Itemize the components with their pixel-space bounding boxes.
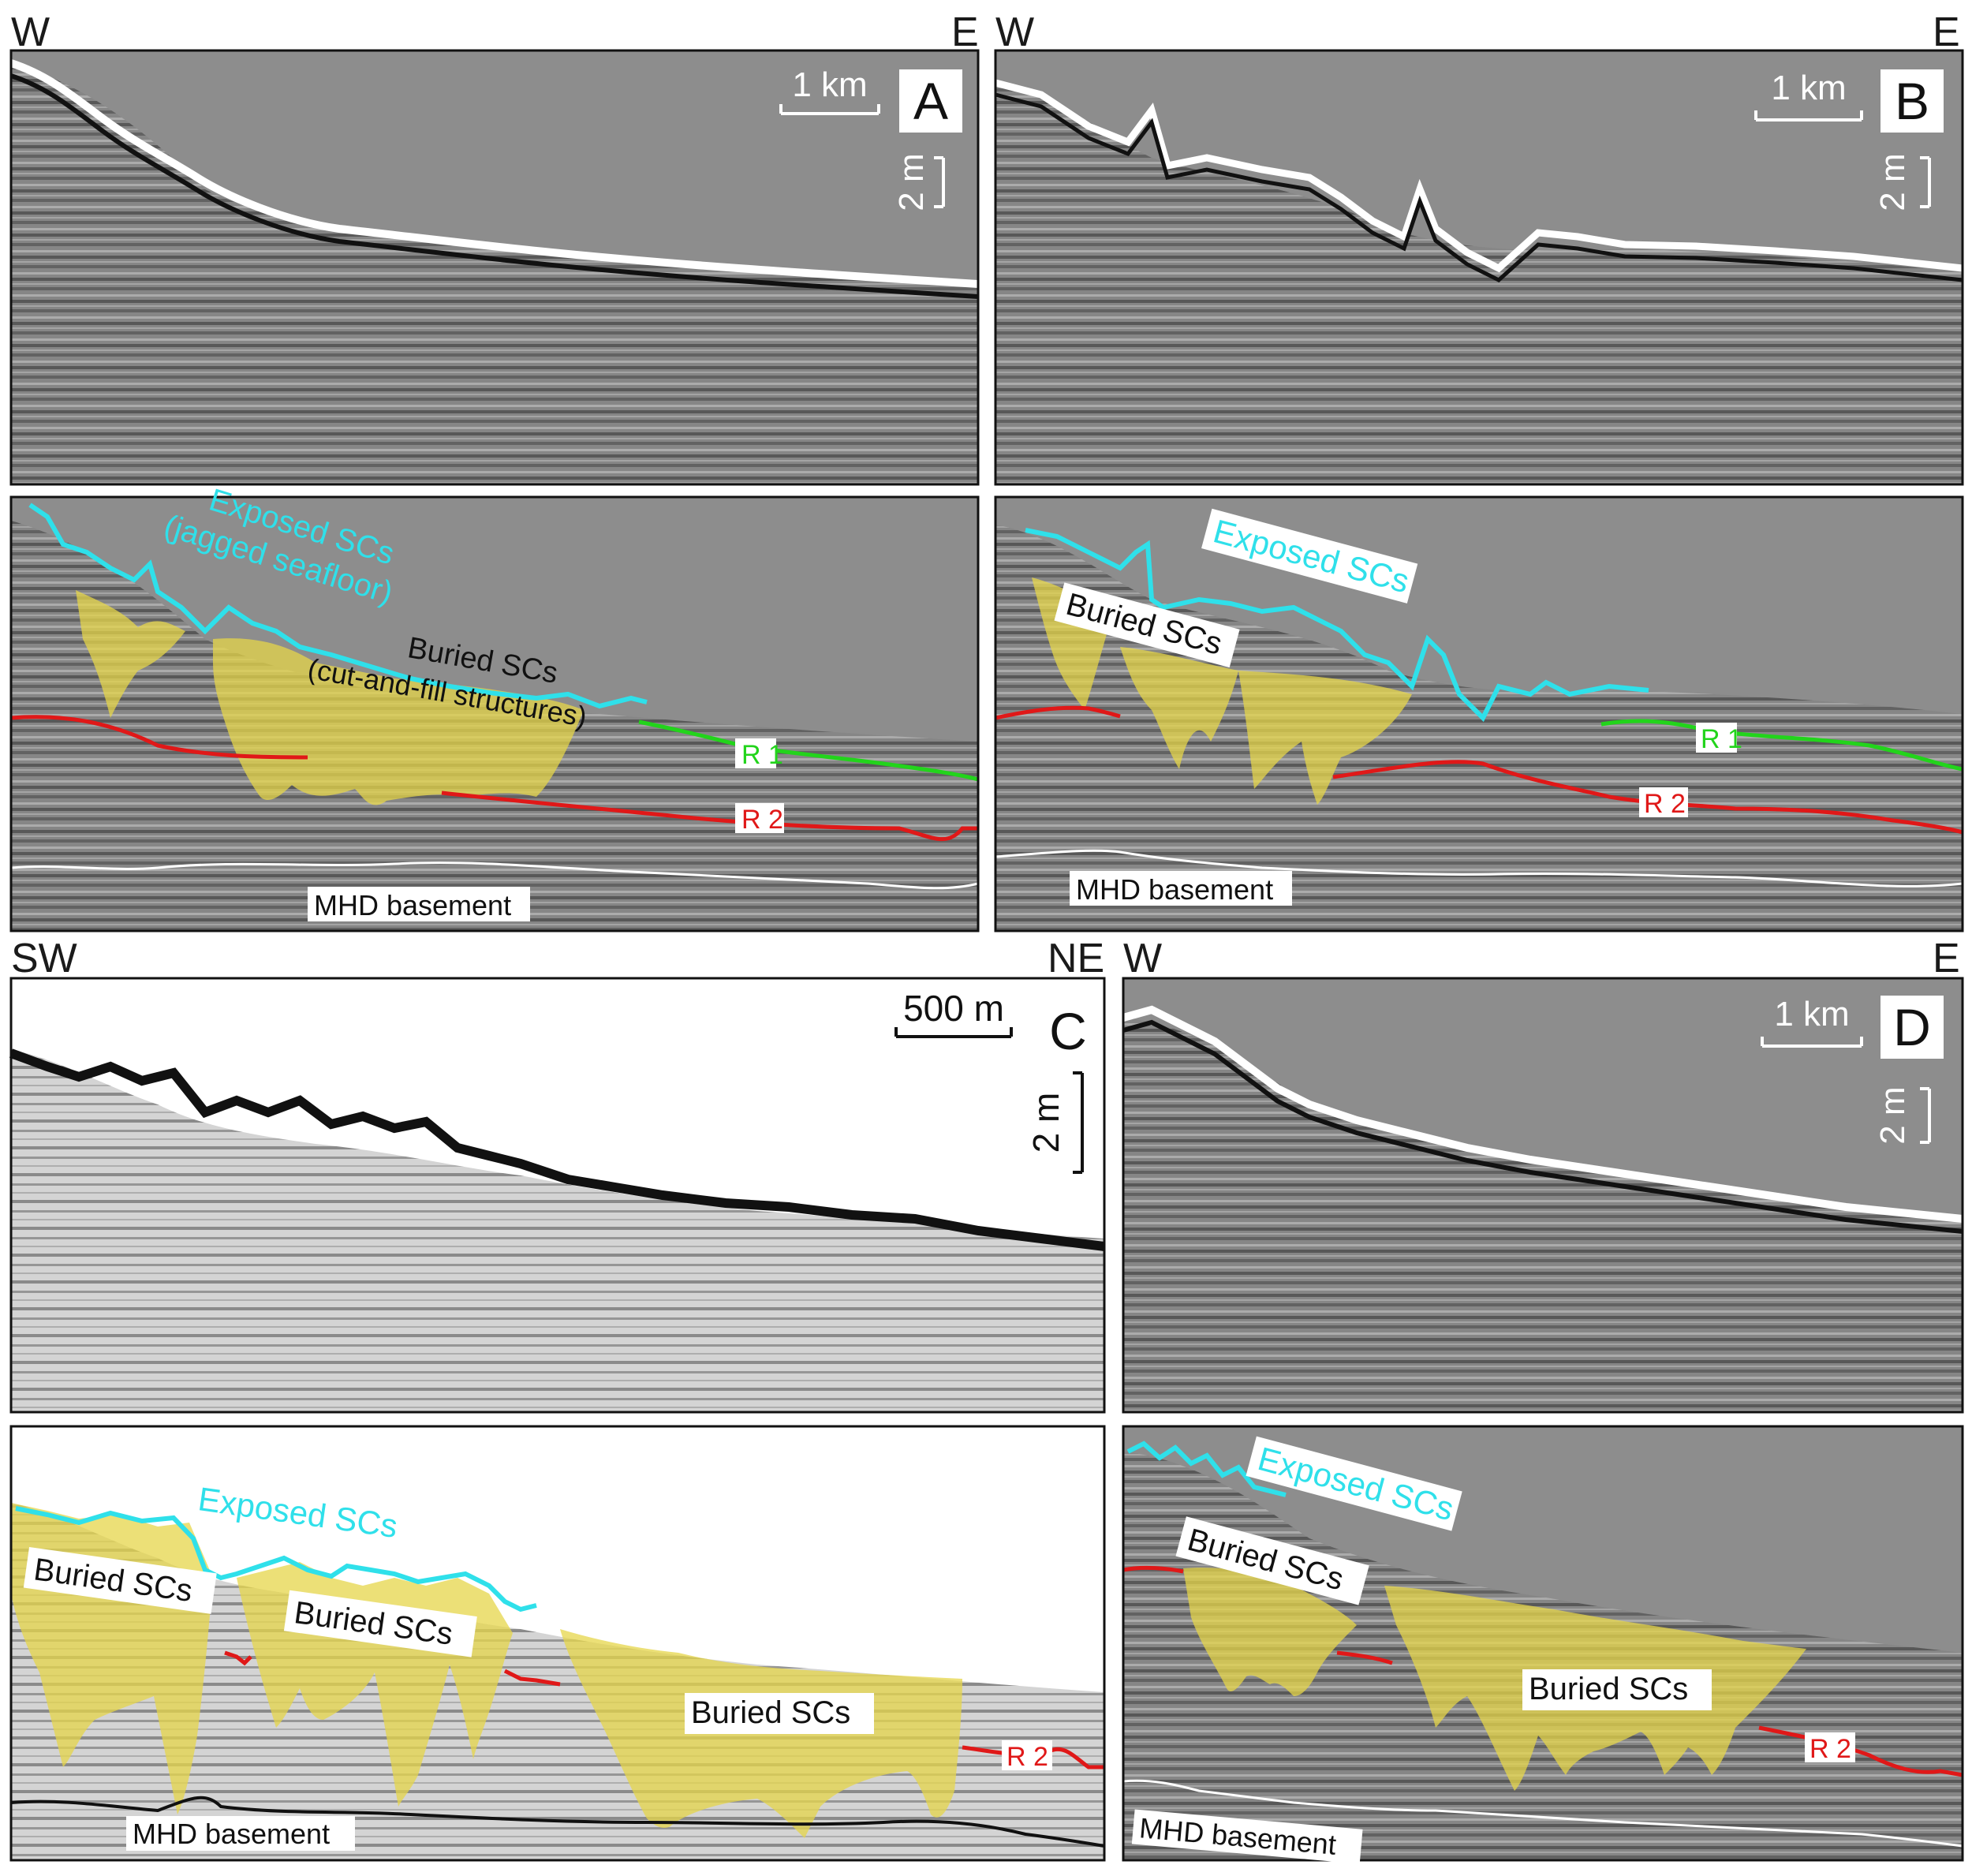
- panel-b-letter: B: [1895, 72, 1929, 130]
- panel-a: W E A 1 km 2 m: [9, 9, 980, 932]
- panel-d-buried-fill-1: [1183, 1568, 1357, 1696]
- panel-a-dir-right: E: [951, 9, 979, 55]
- panel-b-label-r1: R 1: [1701, 724, 1742, 754]
- panel-c-seafloor-line: [15, 1506, 537, 1613]
- panel-a-scale-horizontal: 1 km: [779, 65, 880, 115]
- panel-d-label-buried-2: Buried SCs: [1529, 1672, 1688, 1706]
- panel-a-scale-vertical: 2 m: [892, 153, 945, 211]
- panel-d-letter: D: [1893, 998, 1931, 1056]
- panel-d-r2-line-mid: [1336, 1650, 1393, 1665]
- panel-d-r2-line-east: [1758, 1725, 1963, 1777]
- panel-b-dir-right: E: [1933, 9, 1960, 55]
- panel-b: W E B 1 km 2 m: [994, 9, 1964, 932]
- panel-b-raw-section: B 1 km 2 m: [994, 49, 1964, 486]
- panel-a-buried-fill-2: [213, 638, 584, 805]
- panel-a-scale-h-label: 1 km: [792, 65, 867, 104]
- panel-d-basement-line: [1122, 1779, 1963, 1848]
- panel-d-scale-v-label: 2 m: [1873, 1086, 1912, 1144]
- panel-a-r2-line-west: [10, 715, 308, 760]
- panel-d-dir-left: W: [1123, 936, 1162, 981]
- panel-c-label-basement: MHD basement: [133, 1818, 330, 1850]
- panel-a-letter: A: [913, 72, 948, 130]
- panel-d-scale-h-label: 1 km: [1774, 995, 1849, 1033]
- panel-a-scale-v-label: 2 m: [892, 153, 931, 211]
- panel-a-raw-section: A 1 km 2 m: [9, 49, 980, 486]
- panel-b-label-basement: MHD basement: [1076, 873, 1273, 906]
- panel-a-basement-line: [10, 861, 979, 890]
- panel-c-scale-v-label: 2 m: [1025, 1093, 1066, 1153]
- panel-c-scale-vertical: 2 m: [1025, 1071, 1084, 1174]
- panel-c-r2-line-1: [224, 1650, 252, 1666]
- panel-b-label-r2: R 2: [1644, 789, 1686, 819]
- panel-c-letter: C: [1049, 1002, 1087, 1060]
- panel-b-buried-fill-3: [1238, 671, 1412, 805]
- panel-c: SW NE C 500 m 2 m: [9, 936, 1106, 1862]
- panel-d: W E D 1 km 2 m: [1122, 936, 1964, 1864]
- panel-b-basement-line: [995, 849, 1963, 888]
- panel-c-interpreted-section: Exposed SCs Buried SCs Buried SCs Buried…: [9, 1425, 1106, 1862]
- panel-a-label-r2: R 2: [741, 805, 783, 835]
- panel-c-raw-section: C 500 m 2 m: [9, 977, 1106, 1414]
- panel-a-dir-left: W: [11, 9, 50, 55]
- panel-b-r1-line: [1600, 719, 1963, 772]
- panel-a-interpreted-section: Exposed SCs (jagged seafloor) Buried SCs…: [9, 483, 980, 932]
- panel-a-seafloor-line: [28, 503, 648, 709]
- panel-a-buried-fill-1: [76, 590, 185, 718]
- panel-b-seafloor-line: [1025, 528, 1649, 723]
- panel-a-letter-box: [899, 69, 962, 133]
- panel-b-buried-fill-2: [1120, 647, 1238, 769]
- panel-d-seafloor-line: [1126, 1441, 1287, 1497]
- panel-b-scale-horizontal: 1 km: [1754, 69, 1863, 121]
- panel-b-scale-vertical: 2 m: [1873, 153, 1931, 211]
- panel-c-dir-right: NE: [1048, 936, 1104, 981]
- panel-b-scale-h-label: 1 km: [1771, 69, 1846, 107]
- panel-b-interpreted-section: Exposed SCs Buried SCs R 1 R 2 MHD basem…: [994, 495, 1964, 932]
- panel-d-raw-section: D 1 km 2 m: [1122, 977, 1964, 1414]
- panel-a-r1-line: [638, 719, 979, 782]
- panel-c-label-r2: R 2: [1007, 1742, 1048, 1772]
- panel-b-dir-left: W: [995, 9, 1034, 55]
- panel-d-scale-horizontal: 1 km: [1761, 995, 1863, 1048]
- panel-d-label-r2: R 2: [1810, 1734, 1851, 1764]
- panel-c-basement-line: [10, 1796, 1105, 1848]
- panel-c-r2-line-2: [503, 1669, 561, 1687]
- panel-c-dir-left: SW: [11, 936, 77, 981]
- panel-d-dir-right: E: [1933, 936, 1960, 981]
- panel-c-scale-horizontal: 500 m: [894, 988, 1013, 1038]
- panel-d-r2-line-west: [1122, 1565, 1184, 1574]
- panel-b-scale-v-label: 2 m: [1873, 153, 1912, 211]
- panel-d-interpreted-section: Exposed SCs Buried SCs Buried SCs R 2 MH…: [1122, 1425, 1964, 1864]
- panel-a-label-basement: MHD basement: [314, 889, 511, 921]
- panel-d-scale-vertical: 2 m: [1873, 1086, 1931, 1145]
- panel-c-scale-h-label: 500 m: [903, 988, 1004, 1029]
- panel-c-label-buried-3: Buried SCs: [691, 1695, 850, 1730]
- panel-a-label-r1: R 1: [741, 740, 783, 770]
- panel-b-r2-line-west: [995, 705, 1121, 720]
